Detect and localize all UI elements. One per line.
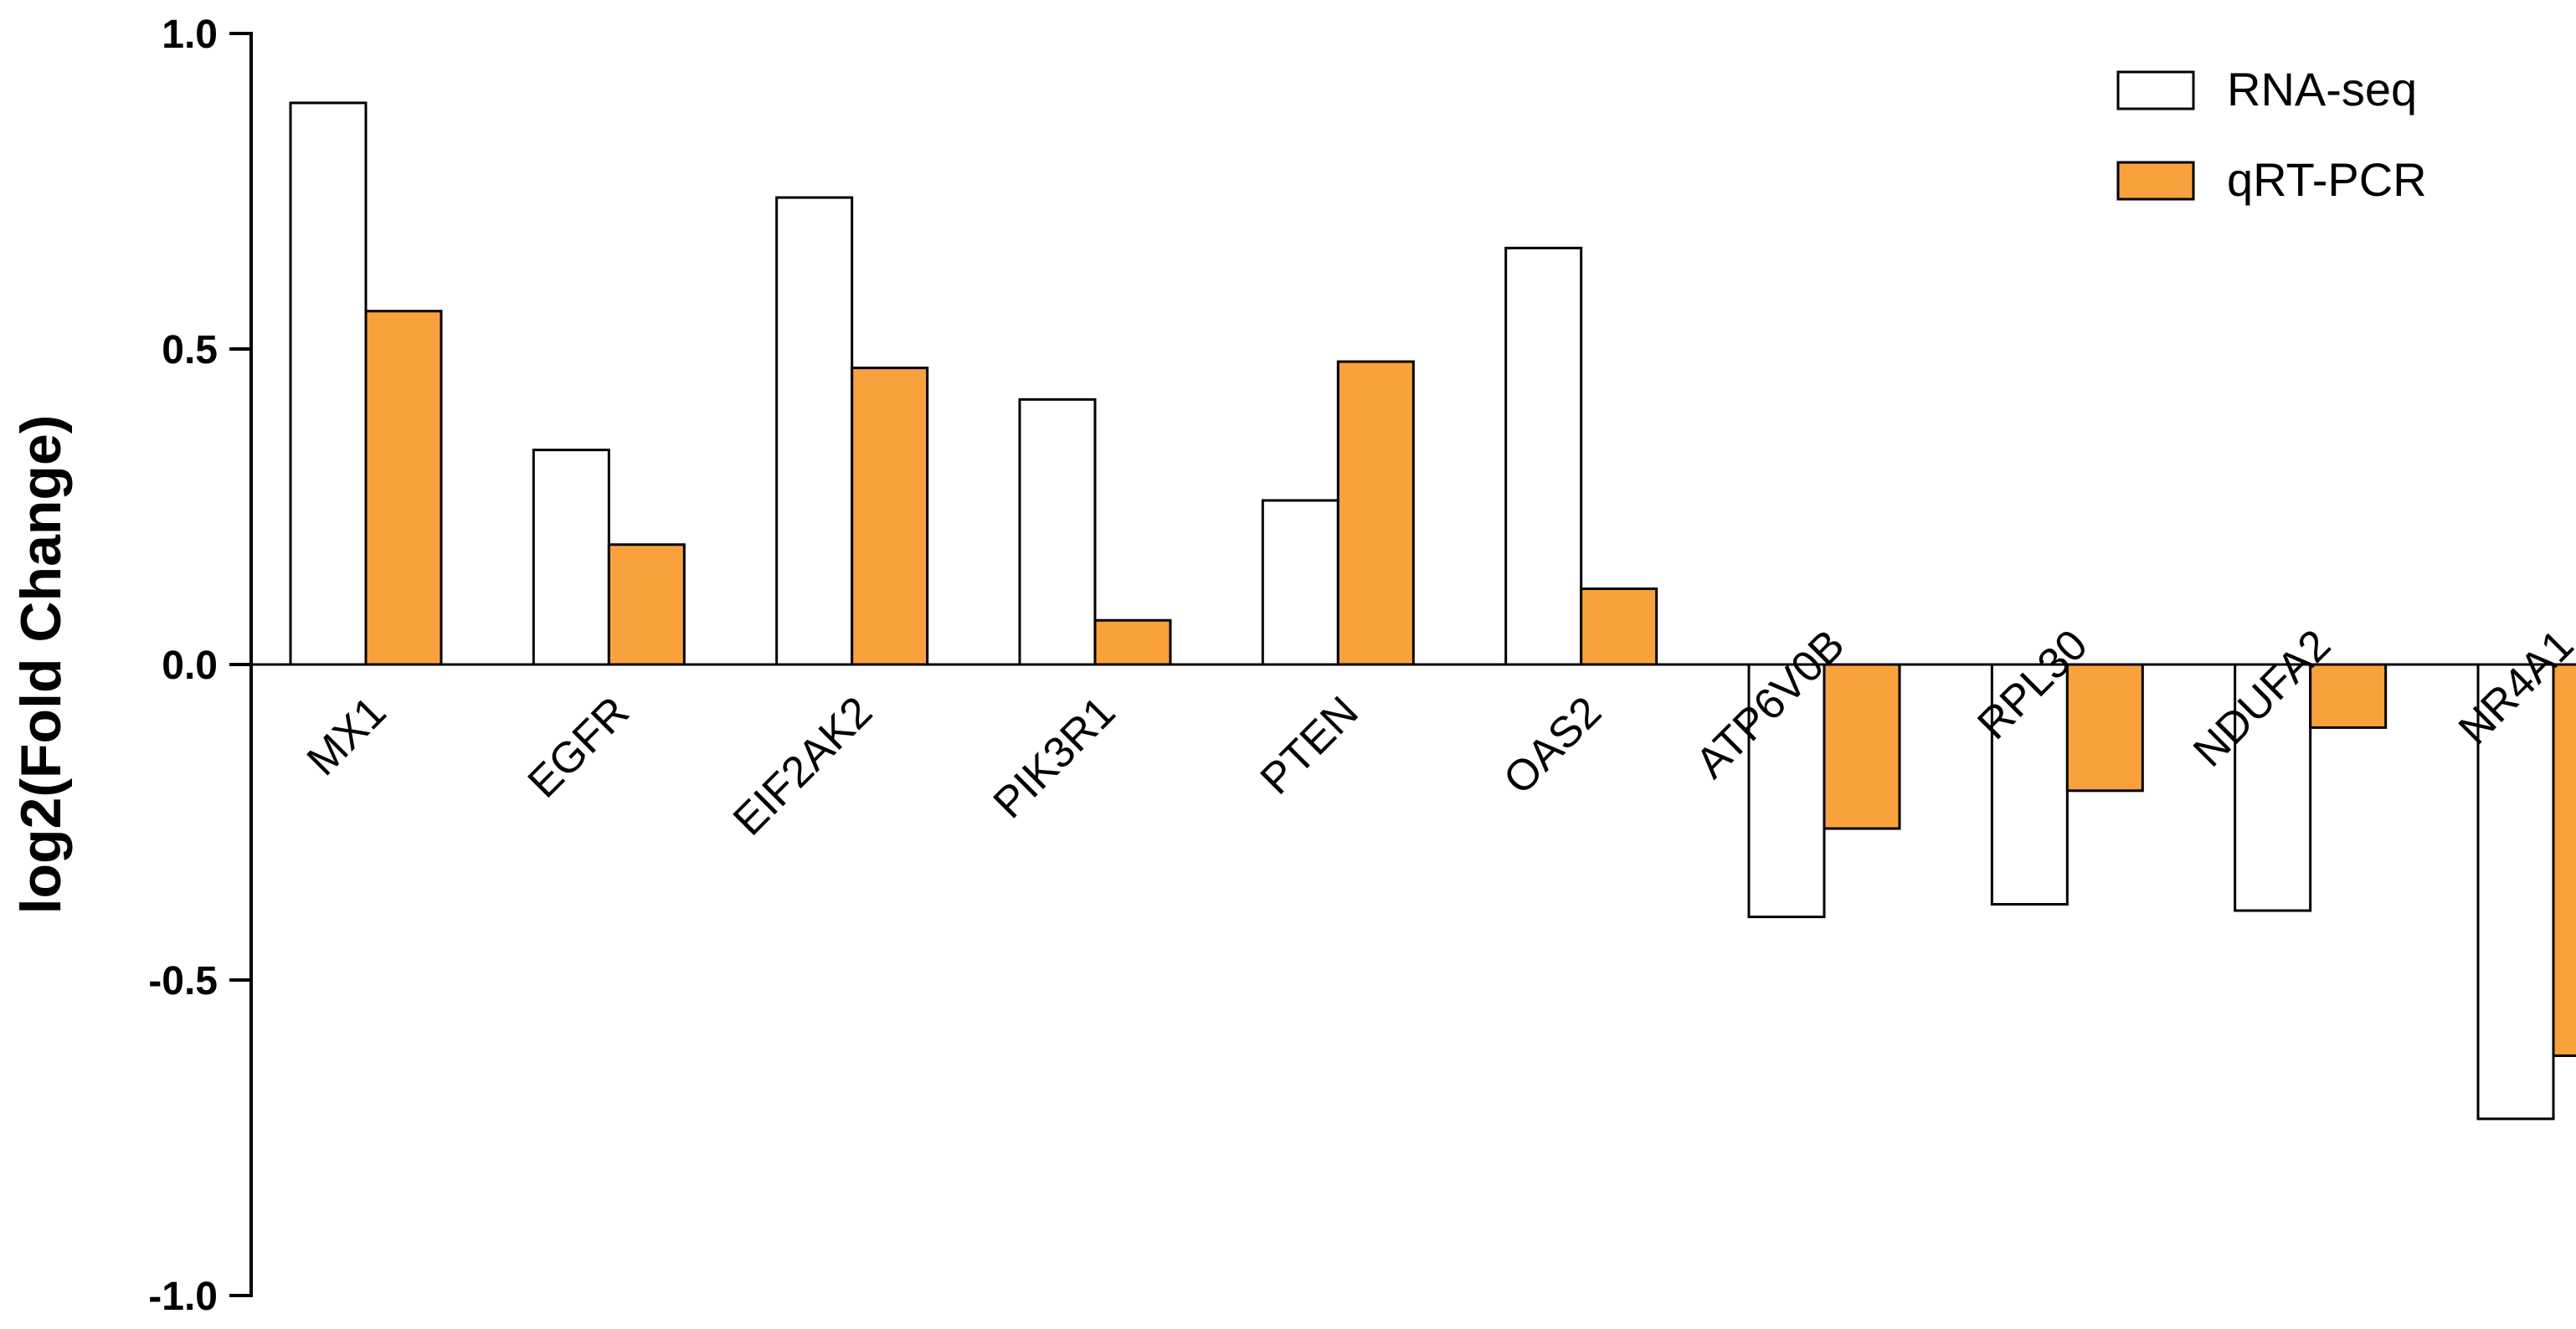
y-axis-title: log2(Fold Change) [9,415,73,915]
category-label-mx1: MX1 [298,687,396,785]
category-label-eif2ak2: EIF2AK2 [724,687,882,844]
bar-layer [289,101,2576,1121]
bar-rnaseq-eif2ak2 [775,196,854,666]
bar-qrtpcr-mx1 [364,310,443,666]
bar-rnaseq-pten [1261,499,1339,666]
bar-qrtpcr-egfr [607,543,686,666]
bar-rnaseq-nr4a1 [2476,663,2555,1121]
bar-rnaseq-mx1 [289,101,368,666]
legend-label-rnaseq: RNA-seq [2227,63,2417,115]
bar-qrtpcr-ndufa2 [2309,663,2388,729]
legend-swatch-qrtpcr [2116,161,2195,201]
bar-rnaseq-egfr [532,449,610,666]
bar-rnaseq-rpl30 [1990,663,2069,906]
y-tick-label: -1.0 [148,1275,218,1319]
y-tick-label: 0.5 [162,328,218,372]
category-label-oas2: OAS2 [1494,687,1611,803]
legend: RNA-seq qRT-PCR [2116,63,2427,206]
bar-qrtpcr-nr4a1 [2552,663,2576,1057]
category-label-pik3r1: PIK3R1 [985,687,1125,828]
y-tick-label: 0.0 [162,644,218,688]
legend-label-qrtpcr: qRT-PCR [2227,153,2427,206]
y-tick-label: 1.0 [162,13,218,57]
bar-qrtpcr-pten [1336,360,1415,666]
bar-qrtpcr-atp6v0b [1823,663,1901,830]
bar-rnaseq-oas2 [1504,246,1583,666]
bar-qrtpcr-oas2 [1580,588,1658,666]
bar-qrtpcr-eif2ak2 [851,367,929,666]
y-tick-label: -0.5 [148,959,218,1003]
bar-rnaseq-atp6v0b [1747,663,1826,919]
bar-rnaseq-ndufa2 [2234,663,2312,912]
bar-qrtpcr-rpl30 [2065,663,2144,793]
category-label-egfr: EGFR [519,687,639,807]
category-label-pten: PTEN [1252,687,1368,803]
legend-swatch-rnaseq [2116,70,2195,110]
bar-rnaseq-pik3r1 [1018,398,1097,666]
bar-qrtpcr-pik3r1 [1093,618,1172,666]
